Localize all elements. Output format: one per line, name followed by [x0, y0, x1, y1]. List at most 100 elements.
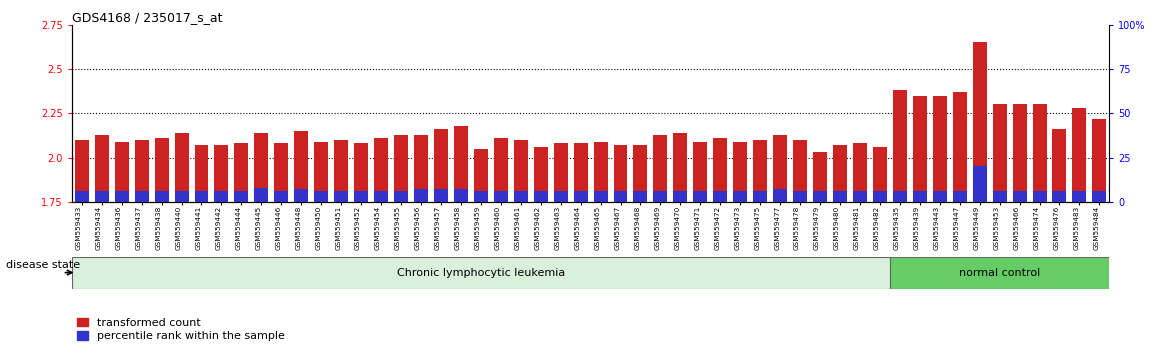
Bar	[933, 96, 947, 202]
Bar	[813, 191, 827, 202]
Bar	[335, 191, 349, 202]
Text: normal control: normal control	[959, 268, 1040, 278]
Bar	[614, 191, 628, 202]
Bar	[415, 135, 428, 202]
Text: GSM559435: GSM559435	[894, 205, 900, 250]
Bar	[774, 189, 787, 202]
Bar	[75, 191, 89, 202]
Bar	[274, 191, 288, 202]
Bar	[195, 145, 208, 202]
Bar	[694, 191, 708, 202]
Bar	[255, 133, 269, 202]
Bar	[434, 129, 448, 202]
Bar	[733, 142, 747, 202]
Bar	[75, 140, 89, 202]
Text: GSM559461: GSM559461	[515, 205, 521, 250]
Bar	[234, 143, 248, 202]
Bar	[774, 135, 787, 202]
Text: GSM559440: GSM559440	[176, 205, 182, 250]
Bar	[873, 191, 887, 202]
Bar	[674, 191, 688, 202]
Text: GSM559478: GSM559478	[794, 205, 800, 250]
Bar	[992, 191, 1006, 202]
Text: GSM559443: GSM559443	[933, 205, 940, 250]
Text: GSM559468: GSM559468	[635, 205, 640, 250]
Bar	[1012, 191, 1026, 202]
Bar	[394, 191, 408, 202]
Bar	[953, 92, 967, 202]
Bar	[893, 90, 907, 202]
Bar	[653, 135, 667, 202]
Text: GSM559454: GSM559454	[375, 205, 381, 250]
Text: GSM559446: GSM559446	[276, 205, 281, 250]
Bar	[415, 189, 428, 202]
Bar	[155, 191, 169, 202]
Bar	[294, 189, 308, 202]
Bar	[214, 145, 228, 202]
Bar	[853, 191, 867, 202]
Bar	[1072, 108, 1086, 202]
Text: GSM559463: GSM559463	[555, 205, 560, 250]
Text: GSM559460: GSM559460	[494, 205, 500, 250]
Bar	[594, 142, 608, 202]
Bar	[493, 191, 507, 202]
Bar	[1033, 191, 1047, 202]
Bar	[335, 140, 349, 202]
Bar	[1033, 104, 1047, 202]
Text: Chronic lymphocytic leukemia: Chronic lymphocytic leukemia	[397, 268, 565, 278]
Bar	[1012, 104, 1026, 202]
Text: GSM559476: GSM559476	[1054, 205, 1060, 250]
Text: GSM559469: GSM559469	[654, 205, 660, 250]
Bar	[95, 191, 109, 202]
Bar	[713, 191, 727, 202]
Bar	[354, 143, 368, 202]
Bar	[234, 191, 248, 202]
Text: GSM559465: GSM559465	[594, 205, 601, 250]
Bar	[175, 133, 189, 202]
Text: GSM559483: GSM559483	[1073, 205, 1079, 250]
Bar	[493, 138, 507, 202]
Bar	[1053, 129, 1067, 202]
Text: GSM559482: GSM559482	[874, 205, 880, 250]
Bar	[374, 191, 388, 202]
Text: GSM559438: GSM559438	[155, 205, 162, 250]
Bar	[134, 140, 148, 202]
Bar	[294, 131, 308, 202]
Bar	[793, 140, 807, 202]
Bar	[833, 191, 846, 202]
Text: GSM559445: GSM559445	[256, 205, 262, 250]
Bar	[633, 191, 647, 202]
Text: GSM559442: GSM559442	[215, 205, 221, 250]
Text: GSM559451: GSM559451	[335, 205, 342, 250]
Text: GSM559450: GSM559450	[315, 205, 321, 250]
Text: GSM559457: GSM559457	[435, 205, 441, 250]
Legend: transformed count, percentile rank within the sample: transformed count, percentile rank withi…	[78, 318, 285, 341]
Text: GSM559456: GSM559456	[415, 205, 422, 250]
Bar	[933, 191, 947, 202]
Bar	[1072, 191, 1086, 202]
Bar	[873, 147, 887, 202]
Bar	[255, 188, 269, 202]
Text: GSM559433: GSM559433	[75, 205, 82, 250]
Bar	[374, 138, 388, 202]
Bar	[434, 189, 448, 202]
Bar	[274, 143, 288, 202]
Text: GSM559434: GSM559434	[96, 205, 102, 250]
Bar	[534, 191, 548, 202]
Bar	[913, 96, 926, 202]
Text: GSM559470: GSM559470	[674, 205, 681, 250]
Bar	[614, 145, 628, 202]
Bar	[394, 135, 408, 202]
Bar	[354, 191, 368, 202]
Text: GSM559473: GSM559473	[734, 205, 740, 250]
Text: GSM559455: GSM559455	[395, 205, 401, 250]
Text: GSM559453: GSM559453	[994, 205, 999, 250]
Bar	[95, 135, 109, 202]
FancyBboxPatch shape	[72, 257, 889, 289]
Text: GSM559481: GSM559481	[853, 205, 860, 250]
FancyBboxPatch shape	[889, 257, 1109, 289]
Text: GSM559471: GSM559471	[695, 205, 701, 250]
Bar	[1053, 191, 1067, 202]
Bar	[973, 166, 987, 202]
Bar	[1092, 119, 1106, 202]
